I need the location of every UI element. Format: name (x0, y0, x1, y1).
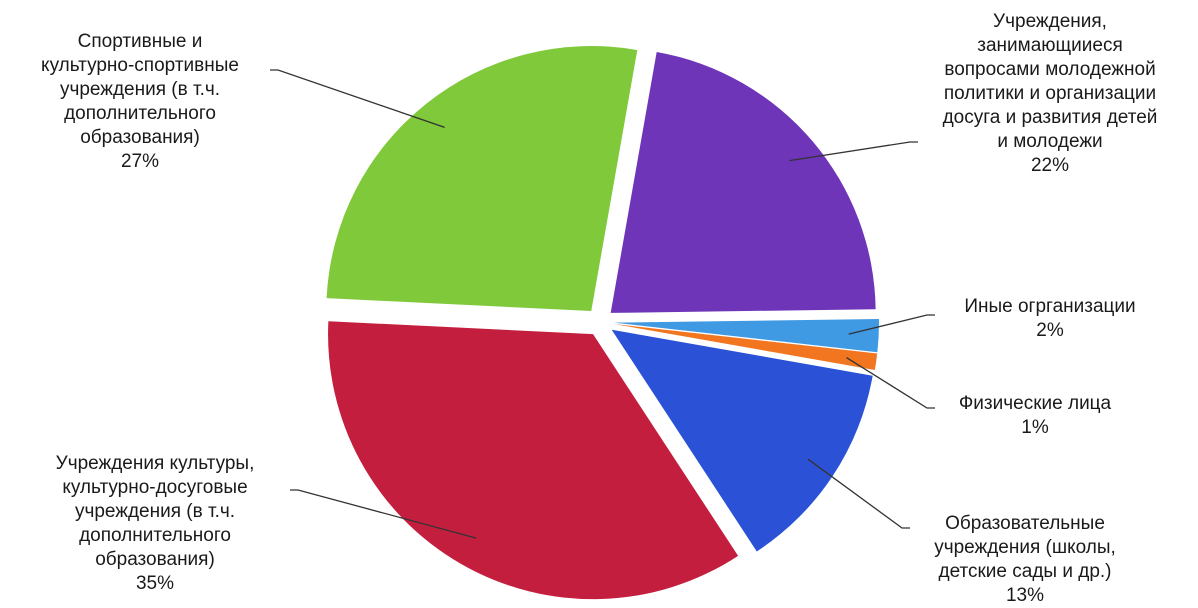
slice-label-other-orgs: Иные огрганизации 2% (964, 296, 1136, 341)
leader-line-youth (789, 141, 918, 162)
leader-line-education (807, 458, 910, 529)
pie-slice-culture (328, 321, 739, 600)
leader-line-sports (270, 69, 445, 129)
slice-label-culture: Учреждения культуры, культурно-досуговые… (55, 453, 255, 594)
leader-line-culture (290, 489, 477, 539)
pie-slice-education (611, 329, 873, 552)
slice-label-youth: Учреждения, занимающииеся вопросами моло… (942, 11, 1158, 176)
slice-label-individuals: Физические лица 1% (958, 393, 1112, 438)
pie-slice-other-orgs (613, 318, 879, 353)
slice-label-education: Образовательные учреждения (школы, детск… (934, 513, 1116, 606)
pie-slice-sports (326, 46, 638, 312)
pie-slice-individuals (613, 323, 878, 371)
leader-line-individuals (846, 356, 935, 409)
slice-label-sports: Спортивные и культурно-спортивные учрежд… (41, 31, 239, 172)
pie-slice-youth (610, 51, 876, 313)
leader-line-other-orgs (848, 314, 935, 335)
